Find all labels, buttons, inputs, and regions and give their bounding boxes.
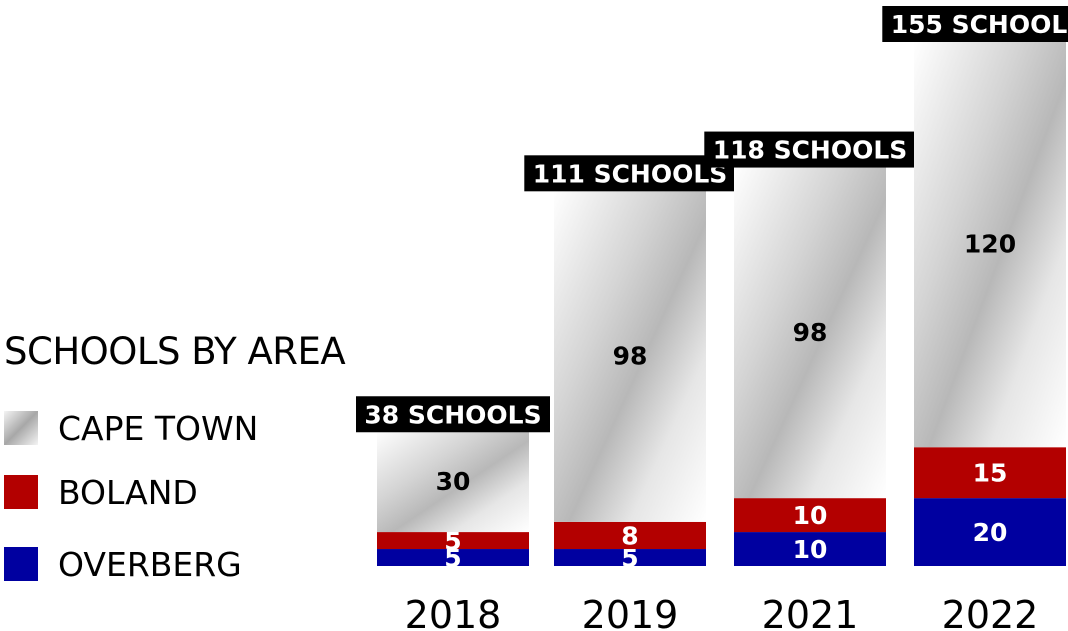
legend-item-boland: BOLAND [4, 472, 198, 512]
value-label-cape-town-2022: 120 [964, 230, 1016, 259]
bar-overberg-2018 [377, 549, 529, 566]
total-box-2021 [704, 131, 916, 168]
bar-overberg-2022 [914, 498, 1066, 566]
total-label-2022: 155 SCHOOLS [891, 10, 1068, 39]
bar-boland-2019 [554, 521, 706, 550]
bar-cape-town-2022 [914, 40, 1066, 448]
value-label-cape-town-2021: 98 [793, 318, 828, 347]
value-label-boland-2019: 8 [621, 521, 638, 550]
value-label-overberg-2019: 5 [621, 544, 638, 573]
legend-swatch-boland [4, 475, 38, 509]
value-label-cape-town-2019: 98 [613, 342, 648, 371]
total-box-2022 [882, 6, 1068, 42]
x-tick-label-2022: 2022 [942, 593, 1039, 631]
value-label-overberg-2022: 20 [973, 518, 1008, 547]
legend-label-cape-town: CAPE TOWN [58, 408, 259, 448]
total-label-2019: 111 SCHOOLS [533, 159, 728, 188]
legend-swatch-overberg [4, 547, 38, 581]
legend-label-boland: BOLAND [58, 472, 198, 512]
total-label-2018: 38 SCHOOLS [364, 400, 541, 429]
value-label-boland-2021: 10 [793, 501, 828, 530]
bar-boland-2021 [734, 498, 886, 533]
total-box-2019 [524, 155, 736, 192]
total-label-2021: 118 SCHOOLS [713, 136, 908, 165]
x-tick-label-2019: 2019 [582, 593, 679, 631]
value-label-boland-2022: 15 [973, 459, 1008, 488]
value-label-overberg-2018: 5 [444, 544, 461, 573]
x-tick-label-2021: 2021 [762, 593, 859, 631]
value-label-boland-2018: 5 [444, 527, 461, 556]
x-tick-label-2018: 2018 [405, 593, 502, 631]
bar-boland-2022 [914, 447, 1066, 499]
legend-item-overberg: OVERBERG [4, 544, 242, 584]
bar-overberg-2021 [734, 532, 886, 566]
total-box-2018 [356, 396, 550, 433]
value-label-cape-town-2018: 30 [436, 467, 471, 496]
legend-swatch-cape-town [4, 411, 38, 445]
legend-title: SCHOOLS BY AREA [4, 330, 346, 373]
legend-item-cape-town: CAPE TOWN [4, 408, 258, 448]
bar-cape-town-2019 [554, 189, 706, 522]
bar-overberg-2019 [554, 549, 706, 566]
bar-boland-2018 [377, 532, 529, 550]
bar-cape-town-2021 [734, 165, 886, 499]
legend-label-overberg: OVERBERG [58, 544, 242, 584]
value-label-overberg-2021: 10 [793, 535, 828, 564]
bar-cape-town-2018 [377, 430, 529, 533]
